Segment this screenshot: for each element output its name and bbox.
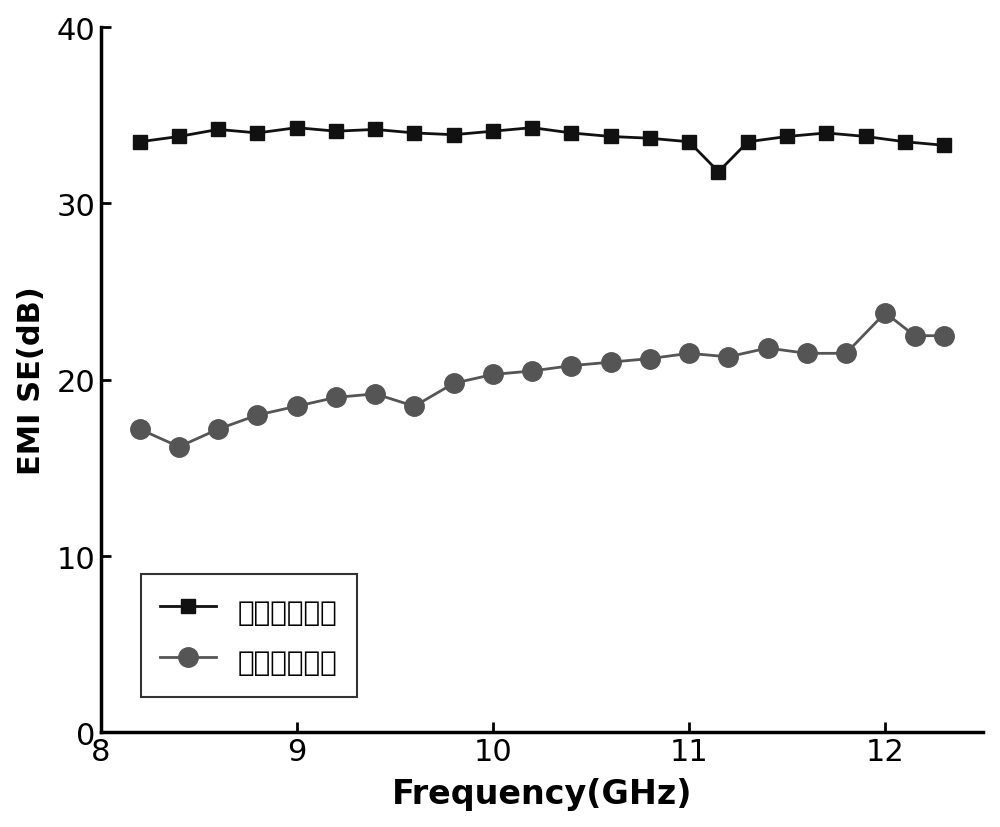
平行磁场方向 xyxy=(134,137,146,147)
垂直磁场取向 xyxy=(938,332,950,342)
平行磁场方向 xyxy=(860,132,872,142)
Legend: 平行磁场方向, 垂直磁场取向: 平行磁场方向, 垂直磁场取向 xyxy=(141,574,357,697)
垂直磁场取向 xyxy=(840,349,852,359)
Line: 垂直磁场取向: 垂直磁场取向 xyxy=(130,304,954,457)
垂直磁场取向 xyxy=(251,410,263,420)
垂直磁场取向 xyxy=(408,402,420,412)
平行磁场方向 xyxy=(683,137,695,147)
垂直磁场取向 xyxy=(801,349,813,359)
平行磁场方向 xyxy=(565,129,577,139)
垂直磁场取向 xyxy=(134,424,146,434)
平行磁场方向 xyxy=(526,123,538,133)
平行磁场方向 xyxy=(644,134,656,144)
X-axis label: Frequency(GHz): Frequency(GHz) xyxy=(392,777,692,810)
平行磁场方向 xyxy=(487,127,499,137)
平行磁场方向 xyxy=(448,131,460,141)
平行磁场方向 xyxy=(212,126,224,136)
Y-axis label: EMI SE(dB): EMI SE(dB) xyxy=(17,286,46,475)
平行磁场方向 xyxy=(330,127,342,137)
垂直磁场取向 xyxy=(330,393,342,403)
平行磁场方向 xyxy=(251,129,263,139)
平行磁场方向 xyxy=(742,137,754,147)
平行磁场方向 xyxy=(408,129,420,139)
平行磁场方向 xyxy=(605,132,617,142)
垂直磁场取向 xyxy=(369,390,381,399)
垂直磁场取向 xyxy=(605,358,617,368)
垂直磁场取向 xyxy=(448,379,460,389)
平行磁场方向 xyxy=(899,137,911,147)
平行磁场方向 xyxy=(781,132,793,142)
垂直磁场取向 xyxy=(487,370,499,380)
Line: 平行磁场方向: 平行磁场方向 xyxy=(133,122,951,179)
垂直磁场取向 xyxy=(722,352,734,362)
垂直磁场取向 xyxy=(762,344,774,354)
垂直磁场取向 xyxy=(909,332,921,342)
平行磁场方向 xyxy=(938,141,950,151)
垂直磁场取向 xyxy=(565,361,577,371)
垂直磁场取向 xyxy=(526,366,538,376)
垂直磁场取向 xyxy=(644,354,656,364)
平行磁场方向 xyxy=(291,123,303,133)
平行磁场方向 xyxy=(820,129,832,139)
垂直磁场取向 xyxy=(173,442,185,452)
平行磁场方向 xyxy=(173,132,185,142)
平行磁场方向 xyxy=(369,126,381,136)
垂直磁场取向 xyxy=(683,349,695,359)
平行磁场方向 xyxy=(712,168,724,178)
垂直磁场取向 xyxy=(291,402,303,412)
垂直磁场取向 xyxy=(879,308,891,318)
垂直磁场取向 xyxy=(212,424,224,434)
